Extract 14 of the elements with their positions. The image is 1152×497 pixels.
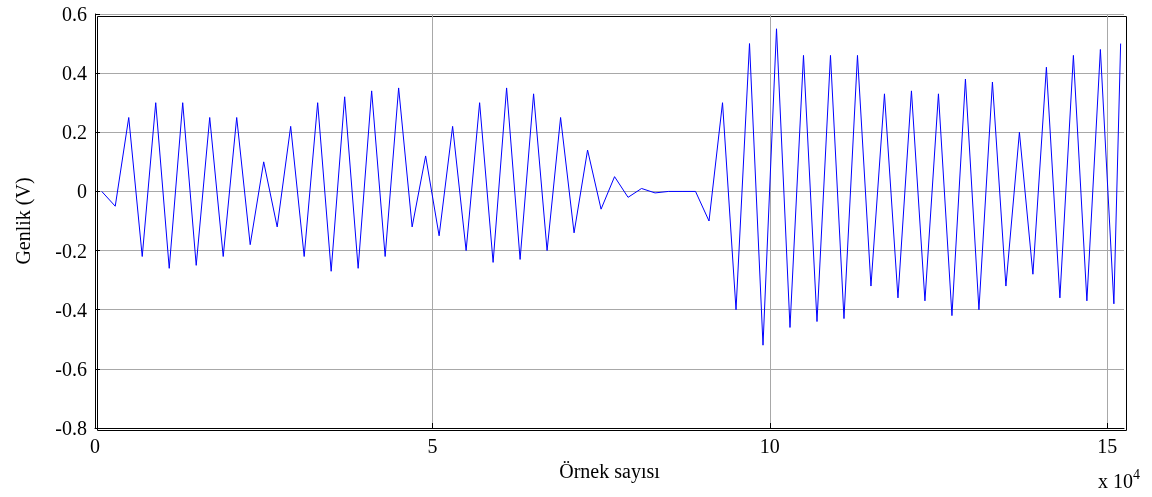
- y-tick-label: -0.8: [55, 417, 87, 439]
- x-tick-label: 5: [427, 435, 438, 457]
- line-series: [101, 28, 1122, 346]
- y-tick-label: -0.4: [55, 298, 87, 321]
- y-tick-label: -0.2: [55, 239, 87, 262]
- x-tick-label: 15: [1097, 435, 1118, 457]
- y-tick-label: 0: [77, 180, 87, 203]
- x-axis-title: Örnek sayısı: [559, 459, 661, 483]
- y-tick-label: 0.4: [62, 62, 87, 85]
- y-tick-label: 0.2: [62, 121, 87, 144]
- y-tick-label: -0.6: [55, 357, 87, 380]
- y-axis-title: Genlik (V): [12, 177, 35, 265]
- y-tick-label: 0.6: [62, 3, 87, 25]
- x-tick-label: 10: [759, 435, 780, 457]
